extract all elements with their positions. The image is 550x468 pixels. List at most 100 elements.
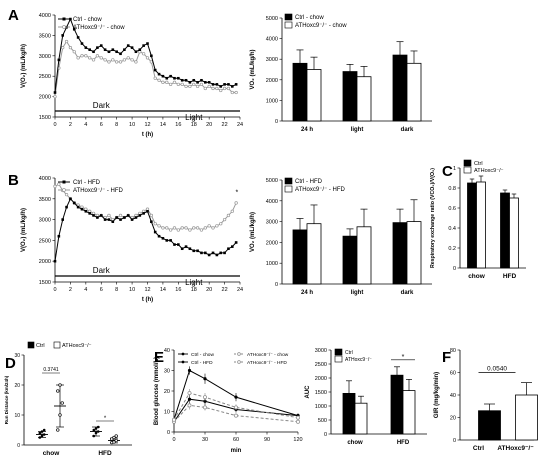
x-tick-label: 6: [100, 287, 103, 293]
data-point: [64, 39, 69, 44]
x-tick-label: 8: [115, 287, 118, 293]
legend-swatch: [463, 166, 472, 174]
y-tick-label: 2500: [39, 74, 51, 80]
y-tick-label: 0.2: [448, 246, 456, 252]
data-point: [115, 60, 119, 64]
x-tick-label: 90: [264, 437, 270, 443]
data-point: [130, 46, 134, 49]
data-point: [215, 83, 219, 86]
x-tick-label: 12: [144, 287, 150, 293]
y-tick-label: 0: [324, 432, 327, 438]
data-point: [96, 46, 99, 49]
data-point: [56, 389, 60, 393]
y-tick-label: 2000: [266, 240, 278, 246]
data-point: [53, 259, 57, 263]
panel-A1: 1500 2000 2500 3000 3500 4000 V(O₂) (mL/kg/h) t…: [8, 7, 243, 138]
data-point: [138, 48, 142, 51]
data-point: [187, 391, 192, 395]
data-point: [153, 68, 157, 72]
data-point: [112, 435, 116, 440]
data-point: [207, 224, 211, 228]
data-point: [99, 44, 103, 47]
data-point: [157, 72, 161, 76]
legend-label: ATHoxc9⁻/⁻ - HFD: [295, 187, 346, 193]
data-point: [126, 44, 130, 47]
y-tick-label: 2000: [315, 376, 327, 382]
data-point: [145, 56, 150, 60]
y-tick-label: 500: [318, 418, 327, 424]
legend-swatch: [284, 21, 293, 29]
x-tick-label: 6: [100, 122, 103, 128]
data-point: [203, 405, 207, 410]
panel-label: C: [442, 163, 453, 180]
x-tick-label: 14: [160, 122, 166, 128]
data-point: [58, 383, 62, 387]
data-point: [123, 216, 126, 219]
data-point: [153, 222, 157, 226]
data-point: [200, 78, 203, 82]
y-tick-label: 2500: [39, 238, 51, 244]
data-point: [56, 428, 60, 432]
data-point: [165, 76, 169, 80]
data-point: [211, 83, 215, 86]
data-point: [38, 431, 42, 435]
data-point: [184, 78, 188, 82]
data-point: [226, 86, 231, 91]
y-tick-label: 3000: [39, 54, 51, 60]
data-point: [142, 44, 145, 47]
data-point: [114, 438, 118, 443]
legend-label: ATHoxc9⁻/⁻ - chow: [247, 352, 289, 358]
legend-label: ATHoxc9⁻/⁻ - chow: [295, 23, 347, 29]
y-axis-label: VO₂ (mL/kg/h): [250, 49, 256, 89]
legend-swatch: [53, 341, 61, 349]
x-tick-label: 0: [172, 437, 175, 443]
data-point: [207, 81, 211, 84]
y-tick-label: 0: [17, 443, 20, 449]
y-tick-label: 30: [14, 353, 20, 359]
data-point: [76, 36, 80, 39]
data-point: [195, 226, 200, 230]
x-tick-label: 4: [84, 287, 87, 293]
bar: [292, 229, 308, 285]
category-label: chow: [43, 450, 61, 457]
y-tick-label: 1000: [315, 404, 327, 410]
x-tick-label: 22: [222, 122, 228, 128]
y-tick-label: 1500: [39, 280, 51, 286]
y-axis-label: Run Distance (km/24h): [4, 375, 9, 424]
y-tick-label: 0.8: [448, 186, 456, 192]
data-point: [88, 48, 91, 51]
legend-label: Ctrl - chow: [191, 352, 214, 358]
data-point: [76, 56, 80, 60]
data-point: [84, 46, 88, 49]
panel-label: D: [5, 355, 16, 372]
data-point: [204, 81, 207, 84]
data-point: [119, 52, 122, 56]
data-point: [130, 218, 134, 221]
bar: [354, 402, 368, 435]
data-point: [146, 209, 149, 213]
legend-swatch: [284, 177, 293, 185]
data-point: [180, 82, 184, 87]
x-tick-label: 16: [175, 287, 181, 293]
y-tick-label: 4000: [39, 13, 51, 19]
category-label: light: [351, 127, 364, 133]
x-tick-label: 18: [191, 287, 197, 293]
data-point: [184, 226, 188, 230]
bar: [476, 181, 486, 269]
y-tick-label: 1500: [315, 390, 327, 396]
data-point: [219, 88, 223, 93]
data-point: [110, 437, 114, 441]
p-value-label: 0.0540: [487, 366, 507, 373]
x-axis-label: t (h): [142, 132, 153, 138]
data-point: [107, 218, 111, 221]
y-tick-label: 80: [450, 348, 456, 354]
data-point: [38, 436, 42, 439]
bar: [342, 71, 358, 122]
data-point: [215, 224, 219, 228]
data-point: [169, 74, 172, 78]
data-point: [223, 251, 226, 255]
data-point: [188, 84, 192, 89]
data-point: [119, 218, 122, 221]
